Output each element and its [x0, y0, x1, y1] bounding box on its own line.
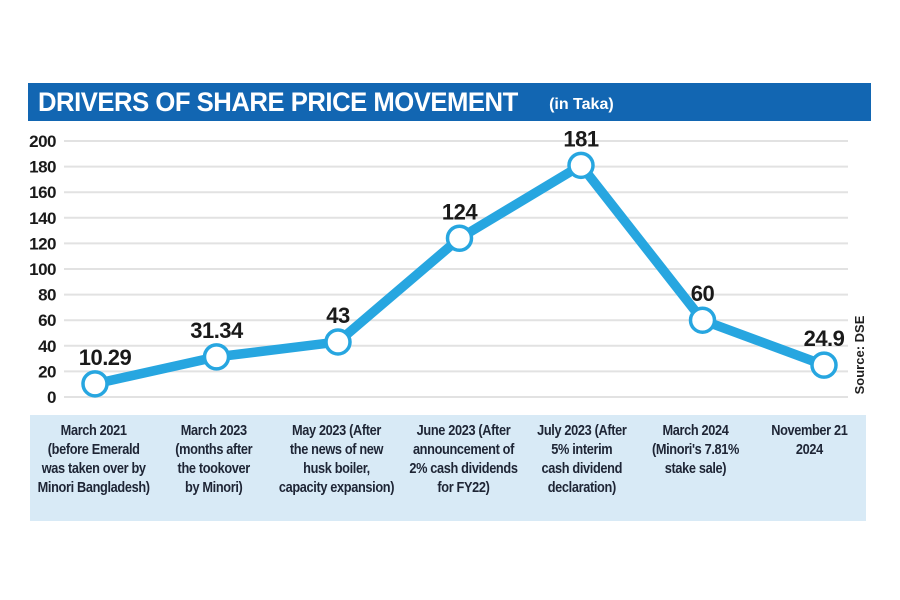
y-axis-tick-label: 60	[38, 311, 56, 330]
data-point-label: 43	[326, 303, 350, 328]
line-chart: 0 20 40 60 80 100 120 140 160 180 200 10.29 31.34 43 1…	[29, 126, 848, 407]
x-axis-label: June 2023 (After announcement of 2% cash…	[402, 415, 525, 521]
data-point-marker	[202, 343, 231, 371]
y-axis-tick-label: 180	[29, 158, 56, 177]
chart-title-bar: DRIVERS OF SHARE PRICE MOVEMENT (in Taka…	[28, 83, 871, 121]
data-point-marker	[810, 351, 838, 379]
x-axis-label: November 21 2024	[752, 415, 866, 521]
x-axis-label: March 2023 (months after the tookover by…	[157, 415, 271, 521]
x-axis-label-text: June 2023 (After announcement of 2% cash…	[409, 423, 518, 497]
data-point-marker	[324, 328, 352, 356]
x-axis-label-text: July 2023 (After 5% interim cash dividen…	[537, 423, 627, 497]
data-point-label: 181	[563, 126, 598, 151]
y-axis-tick-label: 120	[29, 234, 56, 253]
y-axis-tick-label: 0	[47, 388, 56, 407]
y-axis-tick-label: 100	[29, 260, 56, 279]
x-axis-label-text: March 2024 (Minori's 7.81% stake sale)	[651, 423, 740, 478]
x-axis-label: March 2024 (Minori's 7.81% stake sale)	[639, 415, 753, 521]
x-axis-label: March 2021 (before Emerald was taken ove…	[30, 415, 157, 521]
x-axis-label-band: March 2021 (before Emerald was taken ove…	[30, 415, 866, 521]
chart-title: DRIVERS OF SHARE PRICE MOVEMENT	[38, 86, 518, 117]
x-axis-label: May 2023 (After the news of new husk boi…	[271, 415, 402, 521]
data-point-label: 60	[691, 281, 715, 306]
x-axis-label: July 2023 (After 5% interim cash dividen…	[525, 415, 639, 521]
data-point-marker	[688, 306, 717, 334]
x-axis-label-text: March 2023 (months after the tookover by…	[175, 423, 253, 497]
chart-unit-label: (in Taka)	[549, 95, 614, 113]
y-axis-tick-label: 20	[38, 362, 56, 381]
data-point-marker	[445, 224, 474, 253]
y-axis-tick-label: 40	[38, 337, 56, 356]
data-point-marker	[81, 370, 109, 398]
y-axis-tick-label: 140	[29, 209, 56, 228]
x-axis-label-text: March 2021 (before Emerald was taken ove…	[37, 423, 150, 497]
y-axis-tick-label: 80	[38, 286, 56, 305]
x-axis-label-text: May 2023 (After the news of new husk boi…	[278, 423, 395, 497]
source-label: Source: DSE	[852, 315, 867, 395]
y-axis-tick-label: 200	[29, 132, 56, 151]
y-axis-tick-label: 160	[29, 183, 56, 202]
data-point-label: 24.9	[804, 326, 845, 351]
x-axis-label-text: November 21 2024	[771, 423, 848, 459]
data-point-label: 31.34	[190, 318, 244, 343]
data-point-label: 10.29	[79, 345, 132, 370]
data-point-marker	[567, 151, 595, 180]
data-point-label: 124	[442, 199, 478, 224]
